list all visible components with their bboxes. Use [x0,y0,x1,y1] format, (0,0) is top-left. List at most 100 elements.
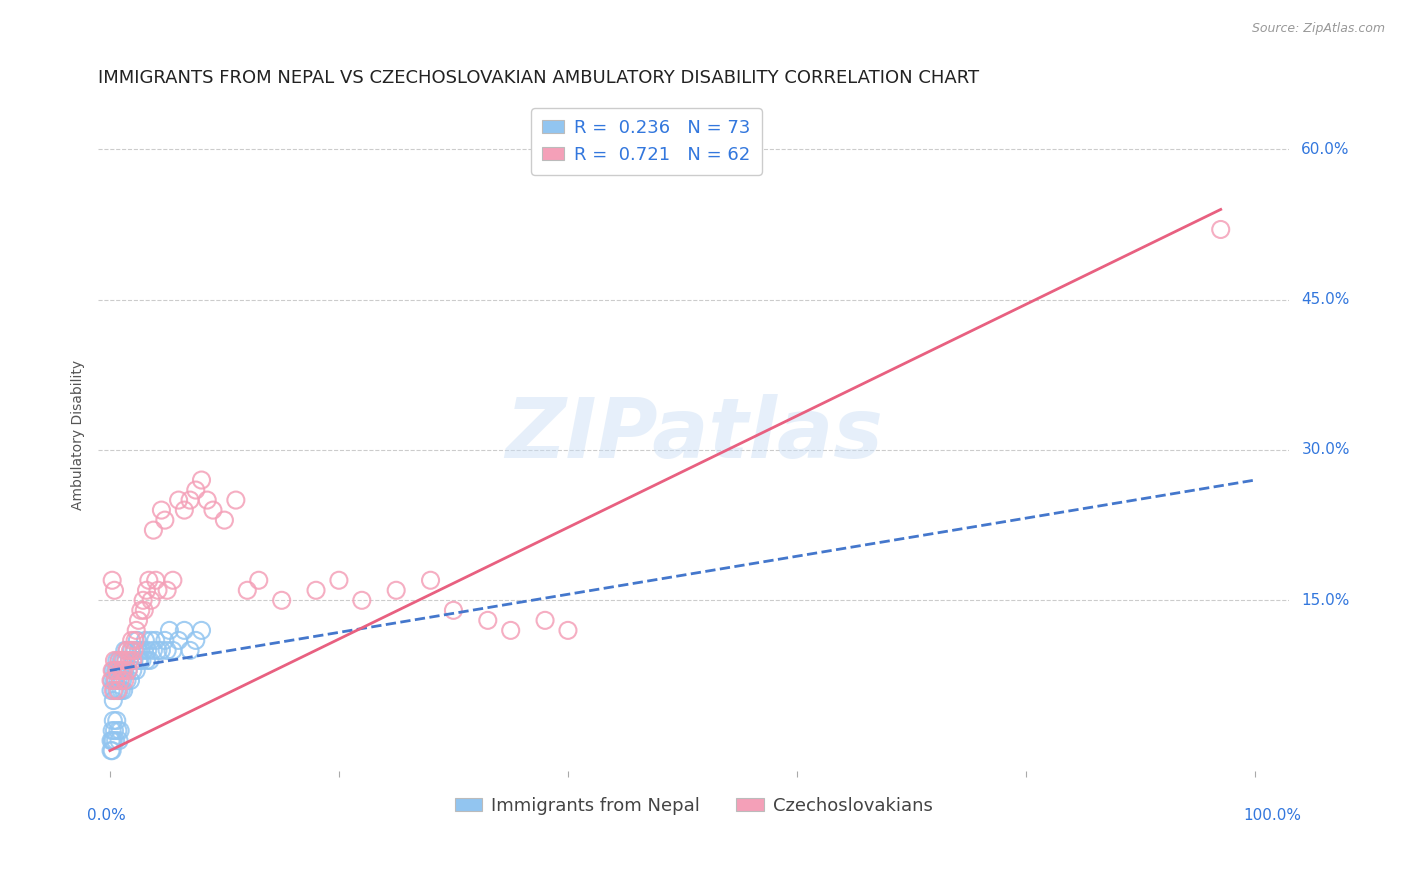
Point [145,574,167,588]
Point [110,653,132,667]
Point [128,613,150,627]
Point [167,493,190,508]
Point [142,523,165,537]
Point [117,664,139,678]
Point [184,483,207,497]
Point [100,673,122,688]
Text: IMMIGRANTS FROM NEPAL VS CZECHOSLOVAKIAN AMBULATORY DISABILITY CORRELATION CHART: IMMIGRANTS FROM NEPAL VS CZECHOSLOVAKIAN… [98,69,980,87]
Point [105,664,128,678]
Point [195,493,218,508]
Point [103,723,125,738]
Point [103,733,125,747]
Text: 60.0%: 60.0% [1302,142,1350,157]
Point [162,643,184,657]
Point [117,664,139,678]
Point [122,653,145,667]
Text: 45.0%: 45.0% [1302,293,1350,307]
Point [142,643,165,657]
Point [138,574,160,588]
Point [179,643,201,657]
Point [108,683,131,698]
Legend: Immigrants from Nepal, Czechoslovakians: Immigrants from Nepal, Czechoslovakians [449,789,939,822]
Point [131,653,153,667]
Point [129,603,152,617]
Point [128,653,150,667]
Point [108,673,131,688]
Point [305,583,328,598]
Point [103,683,125,698]
Point [159,624,181,638]
Point [477,613,499,627]
Point [103,683,125,698]
Point [100,733,122,747]
Point [124,643,146,657]
Point [115,643,138,657]
Point [146,583,169,598]
Point [108,664,131,678]
Point [111,673,134,688]
Point [139,633,162,648]
Point [236,583,259,598]
Point [108,733,131,747]
Point [350,593,373,607]
Point [112,683,135,698]
Point [121,633,143,648]
Point [107,664,129,678]
Point [120,673,142,688]
Point [128,653,150,667]
Point [105,683,128,698]
Point [128,643,150,657]
Point [1209,222,1232,236]
Point [114,673,136,688]
Point [101,744,124,758]
Point [103,673,125,688]
Point [105,653,128,667]
Y-axis label: Ambulatory Disability: Ambulatory Disability [72,359,86,510]
Point [179,493,201,508]
Text: 100.0%: 100.0% [1243,807,1302,822]
Point [225,493,247,508]
Point [145,633,167,648]
Point [190,624,212,638]
Point [108,723,131,738]
Point [134,603,156,617]
Point [184,633,207,648]
Text: 15.0%: 15.0% [1302,593,1350,607]
Point [101,574,124,588]
Point [125,664,148,678]
Point [100,744,122,758]
Point [115,653,138,667]
Point [118,653,141,667]
Point [103,664,125,678]
Point [120,643,142,657]
Point [101,673,124,688]
Point [121,664,143,678]
Point [129,643,152,657]
Point [443,603,465,617]
Point [125,624,148,638]
Point [135,653,157,667]
Point [104,664,127,678]
Point [115,673,138,688]
Point [167,633,190,648]
Point [153,633,176,648]
Point [100,683,122,698]
Point [499,624,522,638]
Point [103,653,125,667]
Point [419,574,441,588]
Point [110,664,132,678]
Point [150,503,173,517]
Point [190,473,212,487]
Point [108,653,131,667]
Point [118,653,141,667]
Point [103,583,125,598]
Point [136,643,159,657]
Point [139,593,162,607]
Point [156,643,179,657]
Point [105,714,128,728]
Point [108,653,131,667]
Point [104,673,127,688]
Point [103,693,125,707]
Text: 0.0%: 0.0% [87,807,125,822]
Point [385,583,408,598]
